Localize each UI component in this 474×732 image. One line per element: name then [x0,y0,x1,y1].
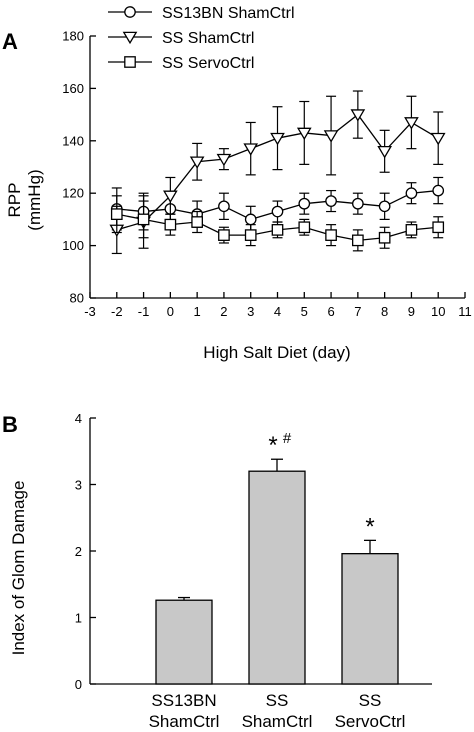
panel-a-y-axis-title-line2: (mmHg) [25,169,44,230]
data-point [378,200,391,213]
legend-item: SS13BN ShamCtrl [108,5,295,22]
significance-star: * [365,513,374,540]
panel-b-y-tick-label: 4 [75,411,82,426]
significance-star: * [268,432,277,459]
data-point [325,229,337,241]
data-point [405,224,418,236]
data-point [110,208,123,221]
legend-item: SS ShamCtrl [108,30,254,47]
panel-a: A RPP (mmHg) High Salt Diet (day) 801001… [2,5,472,362]
data-point [244,213,257,226]
data-point [216,153,232,167]
legend-marker [124,6,136,18]
legend-label: SS ServoCtrl [162,55,254,72]
data-point [137,213,150,226]
panel-a-y-axis-title: RPP (mmHg) [5,169,44,230]
panel-b-label: B [2,412,18,437]
legend-label: SS ShamCtrl [162,30,254,47]
panel-a-x-tick-label: 2 [220,304,227,319]
data-point [378,231,391,244]
legend-marker [122,31,138,45]
panel-a-x-tick-label: 1 [194,304,201,319]
significance-hash: # [283,430,292,447]
bar [155,599,213,685]
data-point [218,229,230,241]
panel-b: B Index of Glom Damage 0 1 2 3 4 SS13BN ShamC… [2,411,432,731]
bar [341,553,399,685]
data-point [191,216,203,228]
panel-b-y-tick-label: 1 [75,611,82,626]
category-label-line2: ServoCtrl [335,712,406,731]
legend: SS13BN ShamCtrl SS ShamCtrl SS ServoCtrl [108,5,295,72]
panel-b-y-axis-title: Index of Glom Damage [9,481,28,656]
panel-b-y-tick-label: 2 [75,544,82,559]
legend-marker [124,56,136,68]
legend-item: SS ServoCtrl [108,55,254,72]
data-point [243,143,259,156]
panel-a-x-tick-label: 3 [247,304,254,319]
data-point [296,127,312,141]
data-point [430,132,446,146]
panel-a-x-tick-label: 7 [354,304,361,319]
data-point [164,218,177,231]
panel-a-x-tick-label: 10 [431,304,445,319]
data-point [270,132,285,146]
bar-group: SS13BN ShamCtrl [149,596,220,731]
panel-b-bars: SS13BN ShamCtrl * # SS ShamCtrl * SS ServoCtrl [149,430,406,731]
panel-a-x-tick-label: -3 [84,304,96,319]
data-point [323,130,339,143]
panel-a-y-tick-label: 180 [62,29,84,44]
bar-group: * SS ServoCtrl [335,513,406,731]
panel-a-y-axis-title-line1: RPP [5,183,24,218]
panel-b-y-tick-label: 0 [75,677,82,692]
series-3 [110,195,445,252]
category-label-line1: SS13BN [151,691,216,710]
legend-label: SS13BN ShamCtrl [162,5,295,22]
data-point [271,224,284,236]
category-label-line1: SS [359,691,382,710]
panel-a-x-tick-label: 0 [167,304,174,319]
data-point [432,221,445,234]
category-label-line1: SS [266,691,289,710]
data-point [218,200,230,213]
bar-group: * # SS ShamCtrl [242,430,313,731]
panel-a-label: A [2,29,18,54]
data-point [271,205,284,218]
panel-a-y-tick-label: 80 [70,291,84,306]
panel-a-x-tick-label: 8 [381,304,388,319]
panel-a-series [109,90,446,255]
data-point [244,229,257,241]
panel-a-y-tick-label: 160 [62,81,84,96]
data-point [189,156,205,169]
panel-a-x-tick-label: -1 [138,304,150,319]
panel-a-y-tick-label: 100 [62,238,84,253]
panel-a-x-tick-label: 6 [327,304,334,319]
data-point [377,145,392,159]
panel-a-x-tick-label: 11 [458,304,472,319]
panel-a-x-tick-label: 4 [274,304,281,319]
panel-a-y-tick-label: 140 [62,133,84,148]
data-point [298,221,311,234]
panel-a-x-tick-label: 9 [408,304,415,319]
category-label-line2: ShamCtrl [242,712,313,731]
data-point [163,190,178,203]
panel-a-x-tick-label: 5 [301,304,308,319]
panel-b-y-tick-label: 3 [75,478,82,493]
panel-a-x-axis-title: High Salt Diet (day) [203,343,350,362]
panel-a-y-tick-label: 120 [62,186,84,201]
data-point [298,197,311,210]
category-label-line2: ShamCtrl [149,712,220,731]
data-point [405,187,418,200]
data-point [352,234,364,247]
data-point [432,184,445,197]
bar [248,470,306,685]
data-point [352,197,364,210]
data-point [350,109,366,122]
panel-a-x-tick-label: -2 [111,304,123,319]
panel-a-axes: 80 100 120 140 160 180 -3 -2 -1 0 1 2 3 4 5 6 7 8 9 10 11 [62,29,471,320]
data-point [325,195,337,207]
data-point [404,117,419,130]
